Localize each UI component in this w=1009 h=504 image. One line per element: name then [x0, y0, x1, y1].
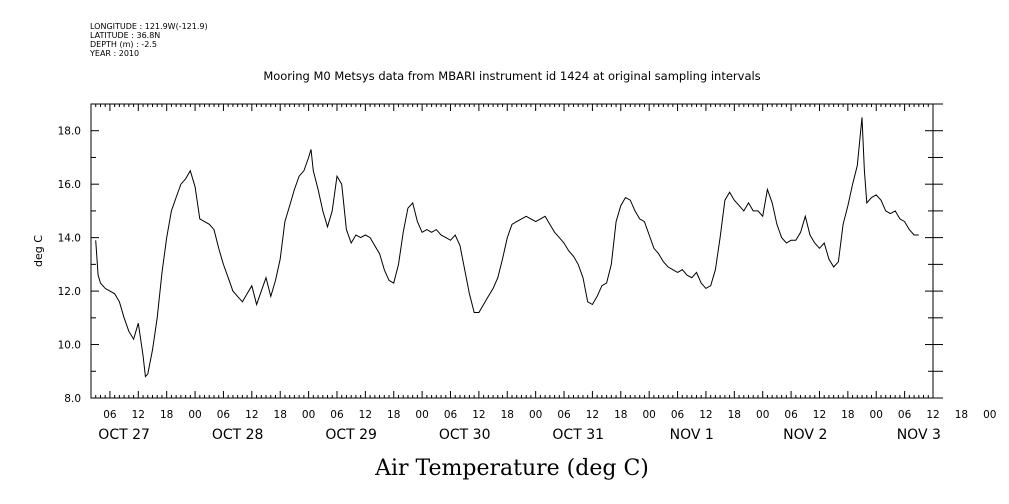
y-tick-labels: 8.0 10.0 12.0 14.0 16.0 18.0 — [58, 126, 81, 405]
x-tick-label: 12 — [699, 409, 712, 421]
day-label: OCT 28 — [212, 427, 264, 443]
x-tick-label: 06 — [784, 409, 798, 421]
x-tick-label: 12 — [472, 409, 485, 421]
day-label: NOV 2 — [783, 427, 827, 443]
day-label: OCT 29 — [325, 427, 377, 443]
x-tick-label: 18 — [387, 409, 400, 421]
day-label: OCT 27 — [98, 427, 150, 443]
day-label: NOV 3 — [897, 427, 941, 443]
longitude-label: LONGITUDE : 121.9W(-121.9) — [90, 22, 208, 31]
depth-label: DEPTH (m) : -2.5 — [90, 40, 157, 49]
x-tick-label: 00 — [642, 409, 655, 421]
x-tick-label: 00 — [302, 409, 315, 421]
chart-title: Mooring M0 Metsys data from MBARI instru… — [263, 69, 760, 83]
day-labels: OCT 27 OCT 28 OCT 29 OCT 30 OCT 31 NOV 1 NOV 2… — [98, 427, 941, 443]
x-tick-label: 18 — [841, 409, 854, 421]
x-tick-label: 12 — [926, 409, 939, 421]
y-tick-label: 16.0 — [58, 179, 81, 191]
x-tick-label: 06 — [444, 409, 458, 421]
x-tick-label: 18 — [501, 409, 514, 421]
x-tick-label: 00 — [870, 409, 883, 421]
day-label: OCT 30 — [439, 427, 491, 443]
y-tick-label: 8.0 — [64, 393, 81, 405]
air-temperature-series-line — [95, 117, 919, 378]
x-tick-label: 12 — [586, 409, 599, 421]
plot-frame — [90, 103, 934, 399]
x-tick-label: 06 — [671, 409, 685, 421]
y-tick-label: 12.0 — [58, 286, 81, 298]
location-metadata: LONGITUDE : 121.9W(-121.9) LATITUDE : 36… — [90, 22, 208, 58]
y-axis-label: deg C — [32, 235, 45, 267]
x-tick-label: 00 — [529, 409, 542, 421]
x-tick-label: 06 — [217, 409, 231, 421]
day-label: NOV 1 — [670, 427, 714, 443]
x-tick-labels: 06 12 18 00 06 12 18 00 06 12 18 00 06 12 18 00 06 12 18 00… — [103, 409, 996, 421]
x-tick-label: 18 — [160, 409, 173, 421]
x-tick-label: 00 — [415, 409, 428, 421]
axis-ticks — [90, 103, 943, 399]
x-tick-label: 18 — [955, 409, 968, 421]
x-tick-label: 00 — [188, 409, 201, 421]
x-tick-label: 06 — [103, 409, 117, 421]
bottom-title: Air Temperature (deg C) — [374, 456, 649, 481]
y-tick-label: 14.0 — [58, 233, 81, 245]
year-label: YEAR : 2010 — [90, 49, 140, 58]
day-label: OCT 31 — [552, 427, 604, 443]
x-tick-label: 00 — [756, 409, 769, 421]
x-tick-label: 18 — [614, 409, 627, 421]
x-tick-label: 06 — [330, 409, 344, 421]
latitude-label: LATITUDE : 36.8N — [90, 31, 161, 40]
x-tick-label: 12 — [132, 409, 145, 421]
x-tick-label: 12 — [245, 409, 258, 421]
x-tick-label: 00 — [983, 409, 996, 421]
x-tick-label: 18 — [728, 409, 741, 421]
x-tick-label: 06 — [557, 409, 571, 421]
x-tick-label: 06 — [898, 409, 912, 421]
x-tick-label: 12 — [813, 409, 826, 421]
x-tick-label: 12 — [359, 409, 372, 421]
y-tick-label: 18.0 — [58, 126, 81, 138]
x-tick-label: 18 — [274, 409, 287, 421]
y-tick-label: 10.0 — [58, 340, 81, 352]
